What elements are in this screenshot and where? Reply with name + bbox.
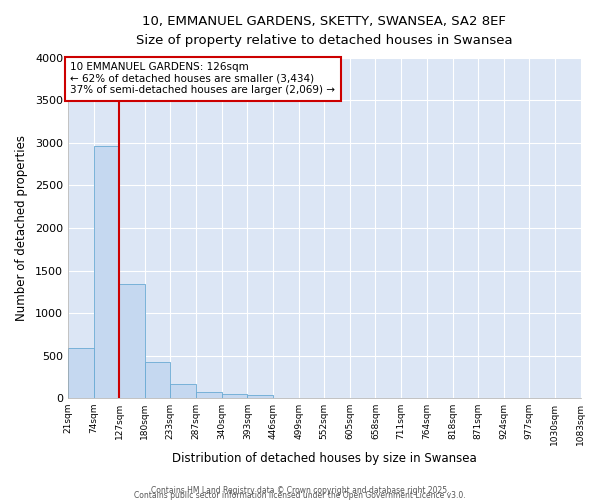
Text: Contains HM Land Registry data © Crown copyright and database right 2025.: Contains HM Land Registry data © Crown c… <box>151 486 449 495</box>
X-axis label: Distribution of detached houses by size in Swansea: Distribution of detached houses by size … <box>172 452 476 465</box>
Bar <box>222 394 247 398</box>
Bar <box>145 362 170 398</box>
Bar <box>94 146 119 398</box>
Y-axis label: Number of detached properties: Number of detached properties <box>15 135 28 321</box>
Bar <box>247 395 273 398</box>
Bar <box>170 384 196 398</box>
Title: 10, EMMANUEL GARDENS, SKETTY, SWANSEA, SA2 8EF
Size of property relative to deta: 10, EMMANUEL GARDENS, SKETTY, SWANSEA, S… <box>136 15 512 47</box>
Bar <box>196 392 222 398</box>
Bar <box>119 284 145 398</box>
Text: 10 EMMANUEL GARDENS: 126sqm
← 62% of detached houses are smaller (3,434)
37% of : 10 EMMANUEL GARDENS: 126sqm ← 62% of det… <box>70 62 335 96</box>
Bar <box>68 348 94 398</box>
Text: Contains public sector information licensed under the Open Government Licence v3: Contains public sector information licen… <box>134 491 466 500</box>
